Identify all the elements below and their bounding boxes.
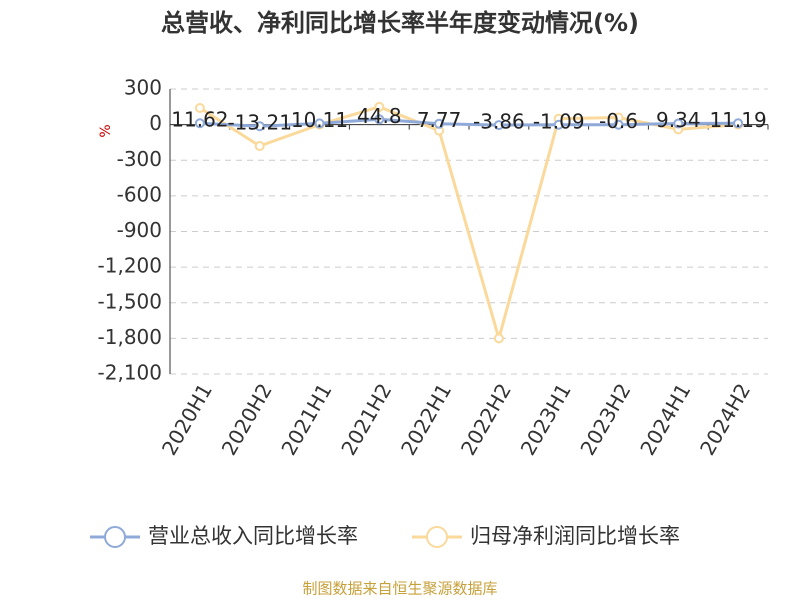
- x-tick-label: 2024H2: [695, 379, 755, 459]
- x-tick-label: 2021H2: [336, 379, 396, 459]
- data-point: [733, 118, 744, 129]
- data-point: [493, 333, 504, 344]
- y-tick-label: -900: [117, 218, 162, 242]
- series-line: [199, 117, 739, 128]
- data-point: [673, 118, 684, 129]
- y-tick-label: 300: [124, 76, 162, 100]
- y-tick-label: -300: [117, 147, 162, 171]
- data-label: 11.19: [709, 108, 766, 132]
- data-point: [434, 118, 445, 129]
- y-axis-label: %: [98, 124, 114, 137]
- legend-label: 归母净利润同比增长率: [470, 524, 680, 548]
- legend-marker: [104, 526, 126, 548]
- x-tick-label: 2022H1: [396, 379, 456, 459]
- data-label: 10.11: [291, 108, 348, 132]
- data-label: 9.34: [656, 108, 701, 132]
- data-label: -3.86: [473, 110, 525, 134]
- data-point: [553, 119, 564, 130]
- data-label: 11.62: [171, 108, 228, 132]
- data-point: [194, 118, 205, 129]
- data-point: [493, 120, 504, 131]
- x-tick-label: 2023H1: [516, 379, 576, 459]
- data-label: -13.21: [227, 111, 291, 135]
- data-point: [254, 121, 265, 132]
- x-tick-label: 2020H1: [157, 379, 217, 459]
- legend-label: 营业总收入同比增长率: [148, 524, 358, 548]
- data-label: 44.8: [357, 104, 402, 128]
- data-point: [374, 114, 385, 125]
- data-point: [314, 118, 325, 129]
- series-line: [199, 105, 739, 344]
- data-point: [194, 103, 205, 113]
- x-tick-label: 2023H2: [575, 379, 635, 459]
- x-tick-label: 2022H2: [456, 379, 516, 459]
- source-note: 制图数据来自恒生聚源数据库: [302, 580, 497, 598]
- y-tick-label: -1,800: [98, 325, 162, 349]
- data-point: [254, 141, 265, 151]
- y-tick-label: -600: [117, 182, 162, 206]
- y-tick-label: 0: [149, 111, 162, 135]
- data-label: -0.6: [599, 109, 638, 133]
- y-tick-label: -1,500: [98, 289, 162, 313]
- chart-title: 总营收、净利同比增长率半年度变动情况(%): [161, 9, 639, 37]
- data-point: [613, 119, 624, 130]
- y-tick-label: -2,100: [98, 361, 162, 385]
- y-tick-label: -1,200: [98, 254, 162, 278]
- x-tick-label: 2021H1: [276, 379, 336, 459]
- data-label: 7.77: [417, 108, 462, 132]
- data-point: [374, 101, 385, 112]
- legend-marker: [426, 526, 448, 548]
- x-tick-label: 2020H2: [217, 379, 277, 459]
- data-label: -1.09: [533, 109, 585, 133]
- x-tick-label: 2024H1: [635, 379, 695, 459]
